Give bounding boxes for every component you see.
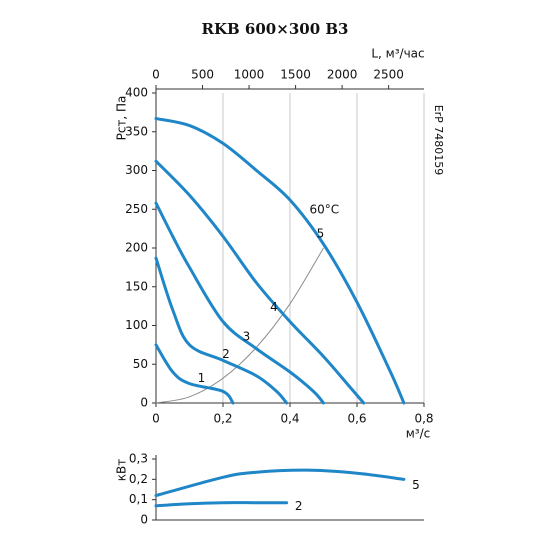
y-tick-label: 0: [140, 513, 148, 527]
y-tick-label: 200: [125, 241, 148, 255]
system-curve: [155, 247, 324, 404]
y-tick-label: 400: [125, 86, 148, 100]
x-tick-label: 0,4: [280, 412, 299, 426]
x-axis-label: м³/с: [406, 427, 431, 441]
x2-tick-label: 2000: [327, 68, 358, 82]
curve-label: 3: [243, 329, 251, 343]
x2-tick-label: 1000: [234, 68, 265, 82]
side-note: ErP 7480159: [432, 105, 445, 176]
y-tick-label: 0,3: [129, 452, 148, 466]
x2-tick-label: 500: [191, 68, 214, 82]
y-tick-label: 0,2: [129, 472, 148, 486]
x2-tick-label: 1500: [280, 68, 311, 82]
y-tick-label: 250: [125, 202, 148, 216]
curve: [154, 343, 235, 405]
y-axis-label: Pст, Па: [115, 96, 129, 141]
x-tick-label: 0,6: [347, 412, 366, 426]
x2-tick-label: 2500: [373, 68, 404, 82]
curve: [154, 256, 289, 405]
curve-label: 2: [222, 347, 230, 361]
curve: [154, 501, 289, 508]
curve-label: 5: [412, 478, 420, 492]
x2-axis-label: L, м³/час: [371, 47, 424, 61]
curve: [154, 468, 406, 498]
y-axis-label: кВт: [115, 459, 129, 481]
curve-label: 5: [317, 227, 325, 241]
y-tick-label: 50: [133, 357, 148, 371]
y-tick-label: 350: [125, 124, 148, 138]
x-tick-label: 0: [152, 412, 160, 426]
y-tick-label: 0,1: [129, 492, 148, 506]
y-tick-label: 100: [125, 318, 148, 332]
x2-tick-label: 0: [152, 68, 160, 82]
chart-title: RKB 600×300 B3: [202, 20, 349, 38]
curve: [154, 117, 406, 405]
curve: [154, 159, 366, 405]
curve-label: 4: [270, 300, 278, 314]
x-tick-label: 0,2: [213, 412, 232, 426]
curve-label: 1: [198, 371, 206, 385]
x-tick-label: 0,8: [414, 412, 433, 426]
annotation: 60°C: [310, 203, 340, 217]
y-tick-label: 0: [140, 396, 148, 410]
y-tick-label: 150: [125, 279, 148, 293]
curve-label: 2: [295, 499, 303, 513]
y-tick-label: 300: [125, 163, 148, 177]
curve: [154, 201, 325, 405]
